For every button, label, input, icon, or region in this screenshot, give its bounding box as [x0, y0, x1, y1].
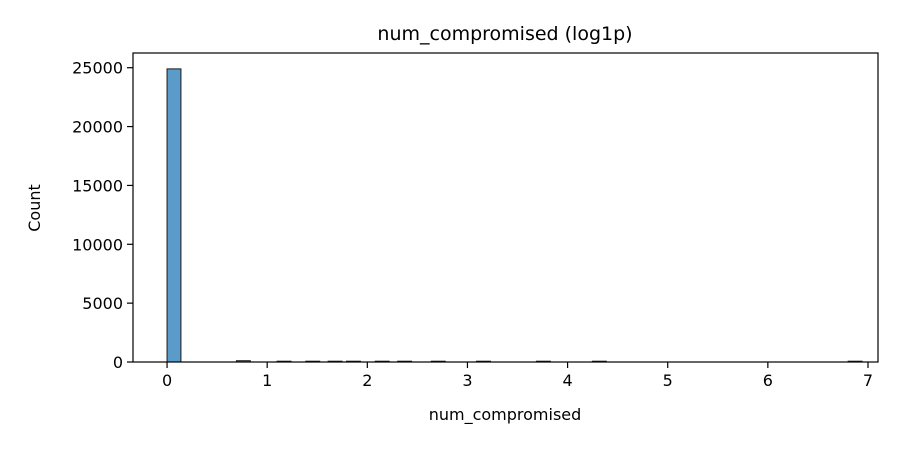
- y-tick-label-2: 10000: [72, 235, 123, 254]
- x-tick-label-6: 6: [763, 371, 773, 390]
- x-axis-label: num_compromised: [429, 405, 582, 425]
- x-tick-label-3: 3: [462, 371, 472, 390]
- x-tick-label-1: 1: [262, 371, 272, 390]
- y-axis: 0 5000 10000 15000 20000 25000: [72, 59, 133, 372]
- x-tick-label-2: 2: [362, 371, 372, 390]
- x-tick-label-0: 0: [162, 371, 172, 390]
- y-axis-label: Count: [25, 184, 44, 232]
- x-axis: 0 1 2 3 4 5 6 7: [162, 362, 873, 390]
- y-tick-label-3: 15000: [72, 176, 123, 195]
- x-tick-label-7: 7: [863, 371, 873, 390]
- chart-title: num_compromised (log1p): [377, 23, 632, 45]
- y-tick-label-5: 25000: [72, 59, 123, 78]
- plot-frame: [132, 52, 879, 363]
- bars-group: [166, 68, 863, 363]
- y-tick-label-1: 5000: [82, 294, 123, 313]
- histogram-bar-0: [166, 68, 182, 363]
- y-tick-label-4: 20000: [72, 118, 123, 137]
- x-tick-label-5: 5: [663, 371, 673, 390]
- y-tick-label-0: 0: [113, 353, 123, 372]
- x-tick-label-4: 4: [562, 371, 572, 390]
